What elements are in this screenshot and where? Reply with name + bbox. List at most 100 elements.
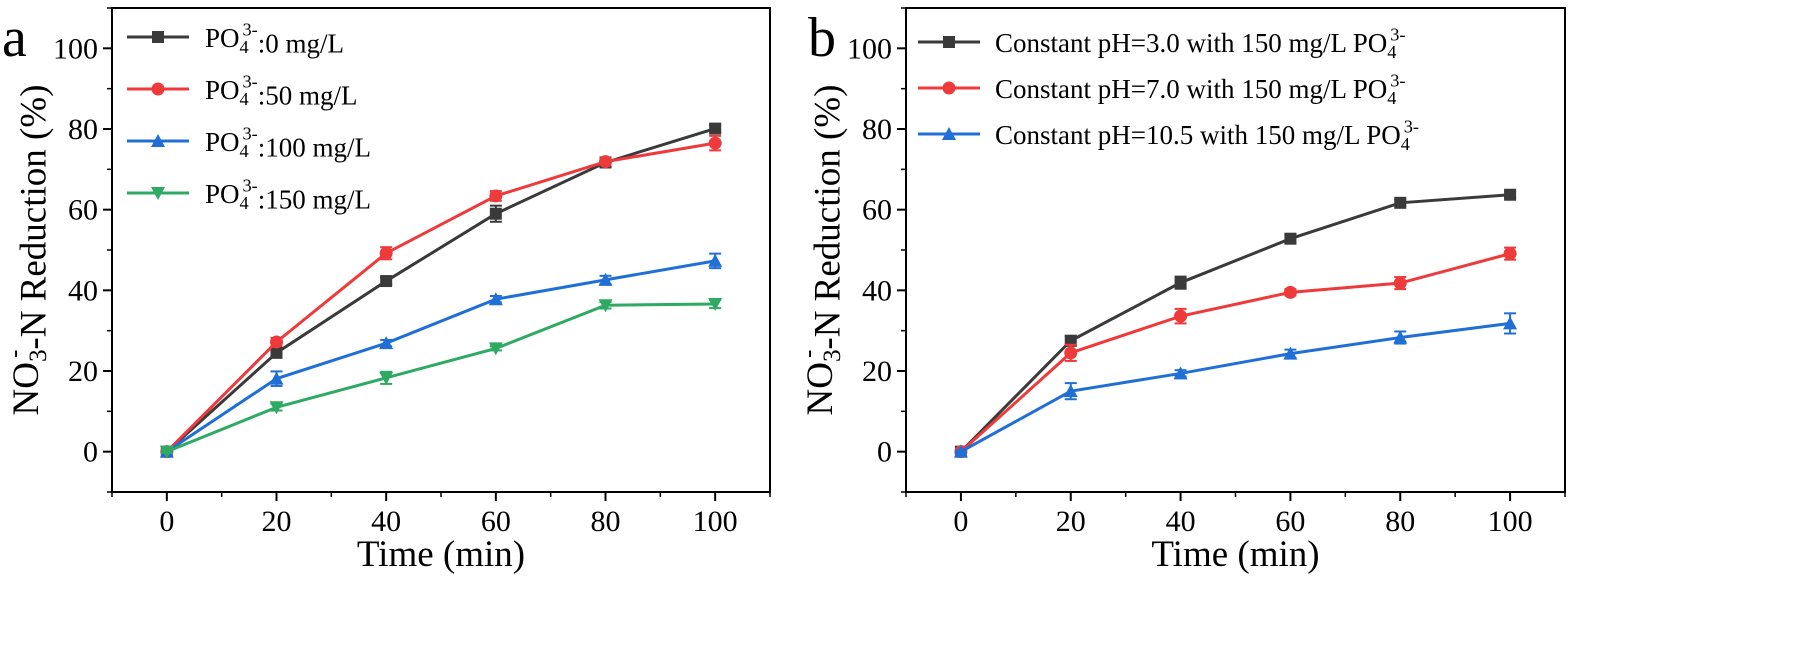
legend-label: PO43-:100 mg/L bbox=[205, 123, 371, 162]
series-line bbox=[166, 302, 716, 454]
panel-letter-b: b bbox=[808, 7, 836, 69]
y-tick-label: 80 bbox=[68, 113, 98, 146]
x-tick-label: 100 bbox=[1488, 505, 1533, 538]
legend-label-base: PO bbox=[205, 23, 240, 53]
series-line bbox=[960, 321, 1511, 453]
legend-label-sub: 4 bbox=[240, 141, 249, 161]
x-tick-label: 60 bbox=[481, 505, 511, 538]
y-axis-title-sub: 3 bbox=[25, 349, 52, 362]
data-point bbox=[1174, 276, 1187, 289]
y-tick-label: 60 bbox=[862, 194, 892, 227]
legend-label-sup: 3- bbox=[242, 71, 257, 91]
data-point bbox=[1393, 276, 1407, 290]
series-2 bbox=[159, 252, 723, 458]
x-tick-label: 40 bbox=[371, 505, 401, 538]
x-axis-title: Time (min) bbox=[357, 534, 525, 575]
legend-label-sup: 3- bbox=[242, 123, 257, 143]
data-point bbox=[599, 155, 612, 169]
y-axis-title-sub: 3 bbox=[819, 349, 846, 362]
data-point bbox=[269, 371, 284, 385]
data-point bbox=[1393, 330, 1408, 344]
legend-label-base: PO bbox=[205, 127, 240, 157]
data-point bbox=[1064, 346, 1078, 360]
legend-label-base: Constant pH=7.0 with 150 mg/L PO bbox=[995, 74, 1387, 104]
x-tick-label: 80 bbox=[1385, 505, 1415, 538]
data-point bbox=[708, 253, 723, 267]
x-tick-label: 0 bbox=[953, 505, 968, 538]
x-axis-title: Time (min) bbox=[1151, 534, 1319, 575]
data-point bbox=[708, 298, 723, 312]
y-tick-label: 40 bbox=[68, 274, 98, 307]
legend-label: Constant pH=10.5 with 150 mg/L PO43- bbox=[995, 116, 1419, 153]
x-tick-label: 100 bbox=[693, 505, 738, 538]
y-tick-label: 0 bbox=[877, 436, 892, 469]
x-tick-label: 0 bbox=[159, 505, 174, 538]
data-point bbox=[709, 122, 722, 135]
legend-label-sup: 3- bbox=[242, 175, 257, 195]
data-point bbox=[270, 346, 283, 359]
data-point bbox=[1173, 366, 1188, 380]
data-point bbox=[489, 207, 502, 220]
legend: Constant pH=3.0 with 150 mg/L PO43- Const… bbox=[918, 24, 1419, 154]
panel-letter-a: a bbox=[2, 7, 27, 69]
legend-label: PO43-:150 mg/L bbox=[205, 175, 371, 214]
y-axis-title-rest: -N Reduction (%) bbox=[807, 85, 848, 350]
data-point bbox=[489, 189, 503, 203]
legend-marker bbox=[943, 36, 955, 48]
series-line bbox=[165, 141, 716, 453]
series-line bbox=[166, 259, 716, 453]
data-point bbox=[1064, 334, 1077, 347]
data-point bbox=[598, 272, 613, 286]
data-point bbox=[379, 246, 393, 260]
y-axis-title: NO3--N Reduction (%) bbox=[795, 85, 848, 416]
data-point bbox=[379, 336, 394, 350]
y-tick-label: 100 bbox=[847, 32, 892, 65]
legend-marker bbox=[151, 134, 165, 147]
legend-label-sub: 4 bbox=[1387, 42, 1396, 62]
legend-marker bbox=[151, 187, 165, 200]
data-point bbox=[1504, 188, 1517, 201]
legend-label-sup: 3- bbox=[1390, 24, 1405, 44]
data-point bbox=[488, 292, 503, 306]
legend-marker bbox=[942, 81, 956, 95]
y-tick-label: 40 bbox=[862, 274, 892, 307]
legend-label-rest: :150 mg/L bbox=[258, 184, 371, 214]
legend-label-sup: 3- bbox=[242, 19, 257, 39]
legend-label: PO43-:50 mg/L bbox=[205, 71, 358, 110]
legend-label: Constant pH=7.0 with 150 mg/L PO43- bbox=[995, 70, 1405, 107]
y-tick-label: 20 bbox=[68, 355, 98, 388]
series-3 bbox=[159, 298, 723, 459]
data-point bbox=[159, 445, 174, 459]
y-axis-title-base: NO bbox=[800, 362, 841, 415]
x-tick-label: 40 bbox=[1166, 505, 1196, 538]
legend-label-sub: 4 bbox=[240, 37, 249, 57]
y-axis-title: NO3--N Reduction (%) bbox=[1, 85, 54, 416]
data-point bbox=[1283, 285, 1297, 299]
x-tick-label: 20 bbox=[262, 505, 292, 538]
legend-label-base: Constant pH=3.0 with 150 mg/L PO bbox=[995, 28, 1387, 58]
legend-label-sub: 4 bbox=[240, 89, 249, 109]
legend-marker bbox=[152, 31, 164, 43]
data-point bbox=[1063, 384, 1078, 398]
legend-label-base: PO bbox=[205, 179, 240, 209]
legend-label-base: PO bbox=[205, 75, 240, 105]
data-point bbox=[1503, 316, 1518, 330]
legend-label-rest: :100 mg/L bbox=[258, 132, 371, 162]
y-axis-title-sup: - bbox=[795, 350, 822, 358]
y-tick-label: 100 bbox=[53, 32, 98, 65]
legend-marker bbox=[942, 127, 956, 140]
y-tick-label: 60 bbox=[68, 194, 98, 227]
data-point bbox=[379, 371, 394, 385]
y-tick-label: 20 bbox=[862, 355, 892, 388]
y-tick-label: 80 bbox=[862, 113, 892, 146]
data-point bbox=[1394, 196, 1407, 209]
legend-label-base: Constant pH=10.5 with 150 mg/L PO bbox=[995, 120, 1401, 150]
series-line bbox=[959, 252, 1511, 453]
data-point bbox=[598, 299, 613, 313]
y-axis-title-rest: -N Reduction (%) bbox=[13, 85, 54, 350]
data-point bbox=[1503, 247, 1517, 261]
x-tick-label: 60 bbox=[1275, 505, 1305, 538]
